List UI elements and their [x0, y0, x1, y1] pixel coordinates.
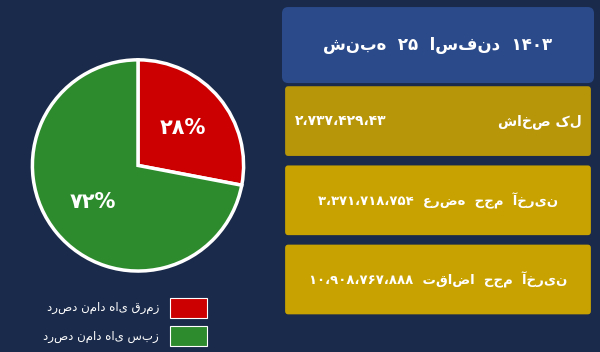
FancyBboxPatch shape — [285, 86, 591, 156]
FancyBboxPatch shape — [285, 245, 591, 314]
Text: ۲۸%: ۲۸% — [160, 118, 206, 138]
Text: ۱۰،۹۰۸،۷۶۷،۸۸۸  تقاضا  حجم  آخرین: ۱۰،۹۰۸،۷۶۷،۸۸۸ تقاضا حجم آخرین — [309, 271, 567, 288]
Text: درصد نماد های سبز: درصد نماد های سبز — [43, 329, 159, 342]
Text: شنبه  ۲۵  اسفند  ۱۴۰۳: شنبه ۲۵ اسفند ۱۴۰۳ — [323, 36, 553, 54]
Text: ۲،۷۳۷،۴۲۹،۴۳: ۲،۷۳۷،۴۲۹،۴۳ — [295, 114, 386, 128]
Text: درصد نماد های قرمز: درصد نماد های قرمز — [47, 301, 159, 314]
FancyBboxPatch shape — [170, 326, 206, 346]
FancyBboxPatch shape — [282, 7, 594, 83]
Wedge shape — [138, 60, 244, 185]
Text: ۷۲%: ۷۲% — [70, 193, 116, 213]
Text: شاخص کل: شاخص کل — [498, 114, 581, 128]
FancyBboxPatch shape — [285, 165, 591, 235]
FancyBboxPatch shape — [170, 298, 206, 318]
Text: ۳،۳۷۱،۷۱۸،۷۵۴  عرضه  حجم  آخرین: ۳،۳۷۱،۷۱۸،۷۵۴ عرضه حجم آخرین — [318, 192, 558, 208]
Wedge shape — [32, 60, 242, 271]
